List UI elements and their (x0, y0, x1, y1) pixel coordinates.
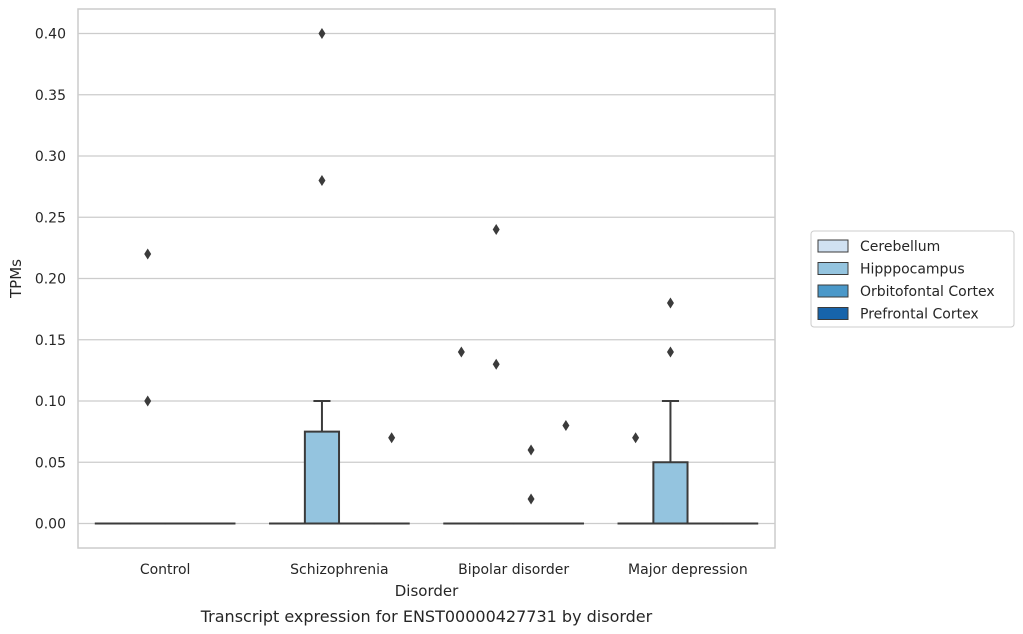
outlier-point (318, 28, 326, 39)
y-tick-label: 0.30 (35, 149, 66, 165)
legend-label: Hipppocampus (860, 262, 965, 278)
outlier-point (562, 420, 570, 431)
outlier-point (632, 432, 640, 444)
y-tick-label: 0.40 (35, 27, 66, 43)
outlier-point (666, 346, 674, 358)
outlier-point (492, 358, 500, 370)
x-tick-labels: Control Schizophrenia Bipolar disorder Majo… (140, 562, 748, 578)
box-group (652, 297, 689, 525)
box-group (617, 432, 654, 525)
outlier-point (457, 346, 465, 358)
box-group (129, 248, 166, 525)
box-group (512, 444, 550, 525)
chart-caption: Transcript expression for ENST0000042773… (200, 607, 653, 626)
grid-lines (78, 32, 775, 525)
box-plot-area (94, 28, 759, 525)
legend-label: Cerebellum (860, 239, 940, 255)
outlier-point (666, 297, 674, 309)
y-tick-label: 0.25 (35, 210, 66, 226)
outlier-point (492, 224, 500, 235)
y-tick-label: 0.35 (35, 88, 66, 104)
legend-swatch (817, 284, 849, 298)
legend-swatch (817, 239, 849, 253)
y-tick-label: 0.20 (35, 272, 66, 288)
outlier-point (388, 432, 396, 444)
legend-swatch (817, 307, 849, 320)
plot-frame (77, 8, 776, 549)
y-axis-label: TPMs (7, 259, 25, 299)
y-tick-label: 0.15 (35, 333, 66, 349)
x-axis-label: Disorder (395, 582, 459, 600)
box-group (373, 432, 410, 525)
legend-label: Prefrontal Cortex (860, 307, 979, 323)
box-group (443, 346, 480, 525)
legend-frame (810, 230, 1015, 328)
box-group (478, 224, 515, 525)
y-tick-label: 0.10 (35, 394, 66, 410)
x-tick-label: Bipolar disorder (458, 562, 569, 578)
legend-label: Orbitofontal Cortex (860, 284, 995, 300)
outlier-point (144, 248, 152, 260)
box-group (547, 420, 584, 525)
outlier-point (527, 444, 535, 456)
x-tick-label: Major depression (628, 562, 748, 578)
box-body (652, 461, 689, 525)
y-tick-label: 0.00 (35, 517, 66, 533)
legend-swatch (817, 262, 849, 275)
outlier-point (527, 493, 535, 505)
y-tick-labels: 0.00 0.05 0.10 0.15 0.20 0.25 0.30 0.35 0.40 (35, 27, 66, 533)
box-group (303, 28, 341, 525)
box-body (303, 430, 341, 525)
x-tick-label: Control (140, 562, 191, 578)
y-tick-label: 0.05 (35, 455, 66, 471)
x-tick-label: Schizophrenia (290, 562, 388, 578)
legend: Cerebellum Hipppocampus Orbitofontal Corte… (810, 230, 1015, 328)
outlier-point (318, 175, 326, 186)
outlier-point (144, 395, 152, 407)
